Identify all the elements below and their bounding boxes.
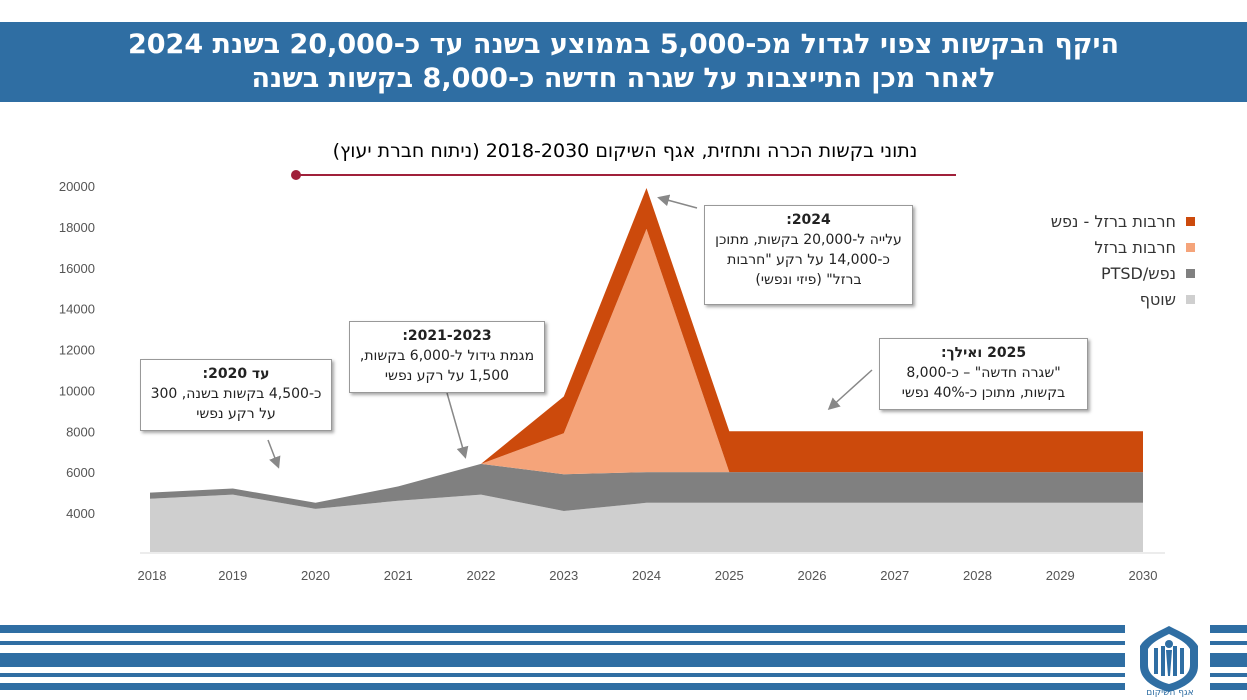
annotation-title: 2021-2023: bbox=[402, 328, 492, 344]
chart-legend: חרבות ברזל - נפש חרבות ברזל נפש/PTSD שוט… bbox=[1045, 208, 1195, 312]
y-tick-label: 4000 bbox=[66, 506, 95, 521]
legend-label: שוטף bbox=[1139, 289, 1176, 309]
annotation-line: כ-4,500 בקשות בשנה, 300 bbox=[150, 386, 322, 402]
y-tick-label: 18000 bbox=[59, 220, 95, 235]
annotation-2025-onward: 2025 ואילך: "שגרה חדשה" – כ-8,000 בקשות,… bbox=[879, 338, 1088, 410]
legend-label: חרבות ברזל bbox=[1094, 237, 1176, 257]
y-tick-label: 10000 bbox=[59, 383, 95, 398]
footer-stripe bbox=[1210, 641, 1247, 645]
legend-item-iron-psych: חרבות ברזל - נפש bbox=[1045, 208, 1195, 234]
y-tick-label: 6000 bbox=[66, 465, 95, 480]
annotation-arrow bbox=[827, 369, 873, 411]
x-tick-label: 2024 bbox=[632, 568, 661, 583]
slide-header: היקף הבקשות צפוי לגדול מכ-5,000 בממוצע ב… bbox=[0, 22, 1247, 102]
header-line-2: לאחר מכן התייצבות על שגרה חדשה כ-8,000 ב… bbox=[251, 63, 996, 94]
series-area bbox=[150, 188, 1143, 503]
header-line-1: היקף הבקשות צפוי לגדול מכ-5,000 בממוצע ב… bbox=[127, 29, 1120, 60]
footer-stripe bbox=[0, 673, 1125, 677]
annotation-title: 2025 ואילך: bbox=[940, 345, 1027, 361]
annotation-line: 1,500 על רקע נפשי bbox=[384, 368, 510, 384]
annotation-2024: 2024: עלייה ל-20,000 בקשות, מתוכן כ-14,0… bbox=[704, 205, 913, 305]
legend-item-iron: חרבות ברזל bbox=[1045, 234, 1195, 260]
annotation-line: ברזל" (פיזי ונפשי) bbox=[755, 272, 862, 288]
annotation-line: "שגרה חדשה" – כ-8,000 bbox=[906, 365, 1061, 381]
footer-stripe bbox=[0, 625, 1125, 633]
series-area bbox=[150, 228, 1143, 503]
y-tick-label: 14000 bbox=[59, 302, 95, 317]
y-tick-label: 8000 bbox=[66, 424, 95, 439]
series-area bbox=[150, 494, 1143, 552]
footer-stripes bbox=[0, 625, 1125, 690]
legend-swatch bbox=[1186, 294, 1195, 304]
chart-title: נתוני בקשות הכרה ותחזית, אגף השיקום 2018… bbox=[332, 140, 918, 162]
footer-stripe bbox=[0, 653, 1125, 667]
annotation-2021-2023: 2021-2023: מגמת גידול ל-6,000 בקשות, 1,5… bbox=[349, 321, 545, 393]
x-tick-label: 2020 bbox=[301, 568, 330, 583]
annotation-line: כ-14,000 על רקע "חרבות bbox=[727, 252, 890, 268]
footer-stripe bbox=[1210, 653, 1247, 667]
legend-label: נפש/PTSD bbox=[1100, 263, 1176, 283]
footer-stripe bbox=[0, 683, 1125, 690]
x-tick-label: 2029 bbox=[1046, 568, 1075, 583]
legend-swatch bbox=[1186, 216, 1195, 226]
footer-stripe bbox=[1210, 683, 1247, 690]
legend-item-ptsd: נפש/PTSD bbox=[1045, 260, 1195, 286]
x-tick-label: 2026 bbox=[798, 568, 827, 583]
annotation-title: עד 2020: bbox=[202, 366, 270, 382]
annotation-arrow bbox=[446, 392, 469, 459]
annotation-line: בקשות, מתוכן כ-40% נפשי bbox=[901, 385, 1066, 401]
x-tick-label: 2025 bbox=[715, 568, 744, 583]
x-tick-label: 2030 bbox=[1129, 568, 1158, 583]
x-tick-label: 2018 bbox=[138, 568, 167, 583]
x-tick-label: 2022 bbox=[467, 568, 496, 583]
footer-stripe bbox=[0, 641, 1125, 645]
annotation-arrow bbox=[657, 194, 698, 209]
annotation-arrow bbox=[267, 439, 281, 469]
x-tick-label: 2027 bbox=[880, 568, 909, 583]
x-tick-label: 2019 bbox=[218, 568, 247, 583]
y-tick-label: 16000 bbox=[59, 261, 95, 276]
rehab-division-logo-icon bbox=[1128, 618, 1210, 700]
legend-item-ongoing: שוטף bbox=[1045, 286, 1195, 312]
footer-stripes-right bbox=[1210, 625, 1247, 690]
annotation-title: 2024: bbox=[786, 212, 831, 228]
logo-text: אגף השיקום bbox=[1146, 688, 1194, 698]
annotation-line: על רקע נפשי bbox=[196, 406, 276, 422]
annotation-line: עלייה ל-20,000 בקשות, מתוכן bbox=[715, 232, 902, 248]
x-tick-label: 2023 bbox=[549, 568, 578, 583]
title-underline bbox=[296, 174, 956, 176]
y-tick-label: 20000 bbox=[59, 179, 95, 194]
x-tick-label: 2028 bbox=[963, 568, 992, 583]
annotation-line: מגמת גידול ל-6,000 בקשות, bbox=[359, 348, 535, 364]
series-area bbox=[150, 463, 1143, 511]
y-tick-label: 12000 bbox=[59, 343, 95, 358]
x-tick-label: 2021 bbox=[384, 568, 413, 583]
legend-swatch bbox=[1186, 242, 1195, 252]
footer-stripe bbox=[1210, 625, 1247, 633]
legend-label: חרבות ברזל - נפש bbox=[1050, 211, 1176, 231]
annotation-until-2020: עד 2020: כ-4,500 בקשות בשנה, 300 על רקע … bbox=[140, 359, 332, 431]
legend-swatch bbox=[1186, 268, 1195, 278]
footer-stripe bbox=[1210, 673, 1247, 677]
